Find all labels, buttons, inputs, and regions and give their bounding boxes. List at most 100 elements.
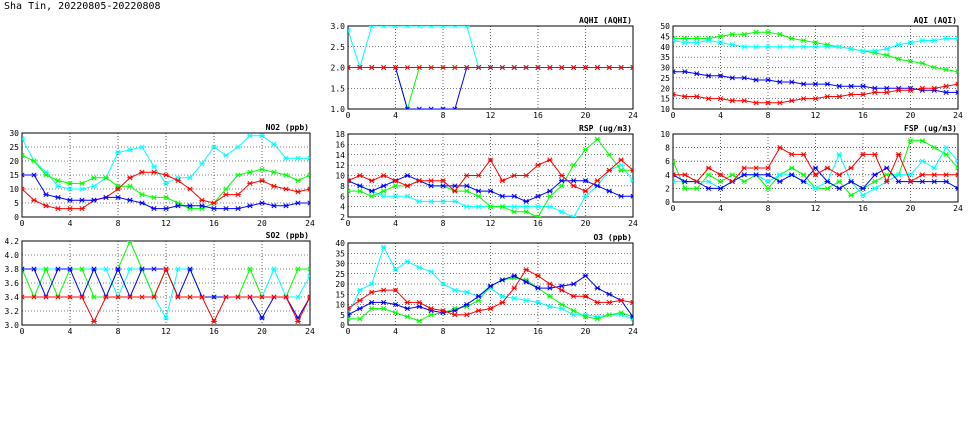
rsp-data-point bbox=[558, 209, 565, 215]
aqi-data-point bbox=[753, 44, 759, 50]
aqi-data-point bbox=[824, 44, 831, 50]
o3-data-point bbox=[558, 301, 565, 308]
fsp-data-point bbox=[848, 179, 854, 185]
aqhi-x-tick-label: 8 bbox=[441, 111, 446, 120]
rsp-x-tick-label: 20 bbox=[581, 219, 591, 228]
o3-y-tick-label: 10 bbox=[335, 301, 345, 310]
no2-data-point bbox=[271, 203, 277, 209]
aqhi-data-point bbox=[416, 106, 423, 109]
no2-data-point bbox=[91, 183, 97, 189]
aqi-data-point bbox=[729, 42, 736, 48]
rsp-data-point bbox=[368, 188, 375, 194]
so2-y-tick-label: 4.2 bbox=[5, 237, 20, 246]
aqi-data-point bbox=[717, 40, 724, 46]
o3-data-point bbox=[606, 291, 613, 297]
o3-data-point bbox=[499, 277, 506, 283]
rsp-data-point bbox=[523, 198, 529, 204]
o3-data-point bbox=[606, 312, 613, 318]
so2-data-point bbox=[79, 266, 85, 272]
no2-data-point bbox=[259, 133, 265, 139]
fsp-data-point bbox=[860, 151, 866, 157]
aqhi-data-point bbox=[380, 26, 387, 29]
so2-data-point bbox=[175, 294, 181, 300]
rsp-data-point bbox=[511, 172, 518, 179]
rsp-data-point bbox=[357, 183, 363, 189]
aqi-data-point bbox=[682, 69, 688, 75]
o3-data-point bbox=[440, 308, 446, 314]
no2-series-2 bbox=[22, 169, 310, 212]
aqhi-data-point bbox=[452, 106, 458, 109]
o3-data-point bbox=[582, 273, 589, 279]
rsp-data-point bbox=[594, 183, 601, 189]
aqi-data-point bbox=[812, 44, 819, 50]
so2-series-3 bbox=[22, 266, 310, 325]
no2-data-point bbox=[31, 172, 37, 178]
o3-data-point bbox=[357, 306, 363, 312]
aqi-y-tick-label: 25 bbox=[660, 74, 670, 83]
aqhi-data-point bbox=[440, 64, 446, 71]
rsp-data-point bbox=[499, 193, 506, 199]
rsp-data-point bbox=[511, 193, 518, 199]
so2-data-point bbox=[295, 294, 301, 300]
no2-data-point bbox=[235, 206, 241, 212]
fsp-y-tick-label: 8 bbox=[665, 144, 670, 153]
fsp-data-point bbox=[729, 179, 736, 185]
fsp-data-point bbox=[777, 145, 783, 151]
fsp-data-point bbox=[717, 172, 724, 178]
fsp-data-point bbox=[705, 179, 712, 185]
so2-x-tick-label: 20 bbox=[257, 327, 267, 336]
rsp-data-point bbox=[535, 214, 541, 217]
aqi-x-tick-label: 24 bbox=[953, 111, 963, 120]
no2-data-point bbox=[175, 203, 181, 209]
o3-data-point bbox=[570, 281, 577, 287]
o3-data-point bbox=[380, 306, 387, 312]
so2-data-point bbox=[115, 294, 121, 300]
aqhi-data-point bbox=[428, 106, 434, 109]
no2-series-3 bbox=[22, 172, 310, 212]
aqi-data-point bbox=[907, 58, 914, 64]
aqhi-data-point bbox=[582, 64, 589, 71]
rsp-x-tick-label: 4 bbox=[393, 219, 398, 228]
aqi-data-point bbox=[673, 91, 676, 98]
rsp-data-point bbox=[523, 209, 529, 215]
aqi-data-point bbox=[788, 98, 795, 104]
rsp-data-point bbox=[618, 162, 624, 168]
aqhi-data-point bbox=[348, 64, 351, 71]
aqhi-data-point bbox=[392, 64, 399, 71]
aqhi-data-point bbox=[428, 64, 434, 71]
rsp-data-point bbox=[380, 183, 387, 189]
aqi-y-tick-label: 35 bbox=[660, 53, 670, 62]
rsp-data-point bbox=[547, 157, 553, 163]
no2-data-point bbox=[307, 200, 310, 206]
so2-data-point bbox=[307, 273, 310, 279]
o3-data-point bbox=[582, 314, 589, 320]
no2-data-point bbox=[127, 183, 133, 189]
fsp-data-point bbox=[907, 179, 914, 185]
no2-data-point bbox=[223, 192, 229, 198]
rsp-data-point bbox=[404, 183, 411, 189]
so2-data-point bbox=[259, 294, 265, 300]
no2-data-point bbox=[22, 172, 25, 178]
no2-data-point bbox=[187, 175, 193, 181]
so2-data-point bbox=[91, 318, 97, 325]
no2-data-point bbox=[235, 172, 241, 178]
no2-data-point bbox=[283, 186, 289, 192]
fsp-data-point bbox=[753, 165, 759, 171]
aqi-data-point bbox=[860, 48, 866, 54]
no2-data-point bbox=[163, 172, 169, 178]
aqhi-y-tick-label: 3.0 bbox=[331, 22, 346, 31]
so2-data-point bbox=[175, 266, 181, 272]
so2-x-tick-label: 24 bbox=[305, 327, 315, 336]
aqi-data-point bbox=[800, 81, 807, 87]
no2-data-point bbox=[115, 194, 121, 200]
aqi-data-point bbox=[717, 33, 724, 39]
fsp-data-point bbox=[872, 172, 878, 178]
o3-y-tick-label: 40 bbox=[335, 239, 345, 248]
aqhi-data-point bbox=[348, 27, 351, 33]
aqhi-data-point bbox=[452, 64, 458, 71]
rsp-data-point bbox=[630, 167, 633, 173]
so2-data-point bbox=[295, 318, 301, 325]
aqi-data-point bbox=[765, 77, 771, 83]
fsp-title: FSP (ug/m3) bbox=[904, 124, 957, 133]
